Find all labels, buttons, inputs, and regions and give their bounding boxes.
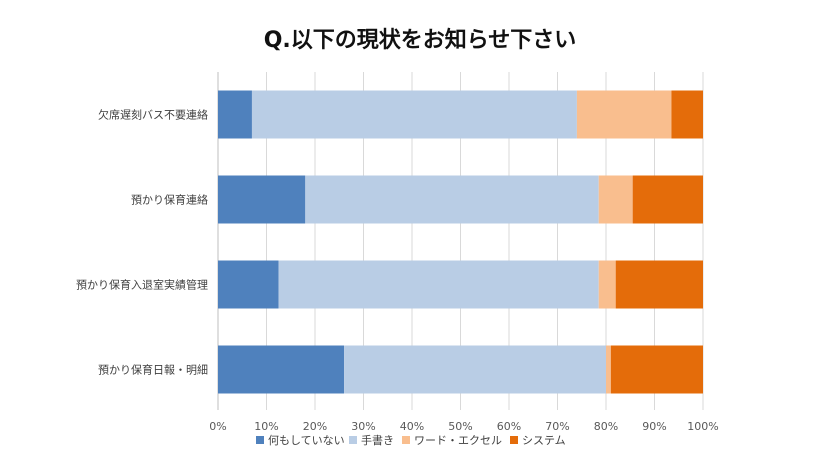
x-tick-label: 40%	[400, 420, 424, 433]
legend-label: 何もしていない	[268, 434, 345, 447]
x-tick-label: 100%	[687, 420, 718, 433]
bar-segment	[278, 260, 599, 309]
x-tick-label: 50%	[448, 420, 472, 433]
bar-segment	[576, 90, 672, 139]
x-tick-label: 30%	[351, 420, 375, 433]
bar-segment	[344, 345, 606, 394]
category-label: 預かり保育日報・明細	[98, 363, 208, 377]
bar-layer	[218, 90, 703, 394]
category-label: 預かり保育連絡	[131, 193, 208, 207]
bar-segment	[218, 345, 345, 394]
bar-segment	[632, 175, 703, 224]
bar-segment	[610, 345, 703, 394]
bar-segment	[606, 345, 611, 394]
legend-label: ワード・エクセル	[414, 434, 502, 447]
bar-segment	[598, 260, 616, 309]
x-tick-label: 0%	[209, 420, 226, 433]
x-tick-label: 20%	[303, 420, 327, 433]
bar-segment	[218, 260, 279, 309]
category-label: 欠席遅刻バス不要連絡	[98, 108, 208, 122]
legend-swatch	[510, 436, 518, 444]
legend-layer: 何もしていない 手書き ワード・エクセル システム	[256, 433, 566, 447]
legend-swatch	[256, 436, 264, 444]
x-tick-label: 10%	[254, 420, 278, 433]
legend-swatch	[349, 436, 357, 444]
bar-segment	[671, 90, 703, 139]
x-tick-label: 70%	[545, 420, 569, 433]
label-layer: 0% 10% 20% 30% 40% 50% 60% 70% 80% 90% 100% 欠席遅刻バス不…	[76, 108, 719, 434]
bar-segment	[251, 90, 577, 139]
bar-segment	[615, 260, 703, 309]
bar-segment	[598, 175, 633, 224]
chart-title: Q.以下の現状をお知らせ下さい	[263, 28, 577, 53]
x-tick-label: 60%	[497, 420, 521, 433]
x-tick-label: 80%	[594, 420, 618, 433]
legend-label: 手書き	[361, 433, 394, 447]
legend-swatch	[402, 436, 410, 444]
bar-segment	[305, 175, 599, 224]
x-tick-label: 90%	[642, 420, 666, 433]
bar-segment	[218, 90, 252, 139]
bar-segment	[218, 175, 306, 224]
category-label: 預かり保育入退室実績管理	[76, 278, 208, 292]
legend-label: システム	[522, 434, 566, 447]
